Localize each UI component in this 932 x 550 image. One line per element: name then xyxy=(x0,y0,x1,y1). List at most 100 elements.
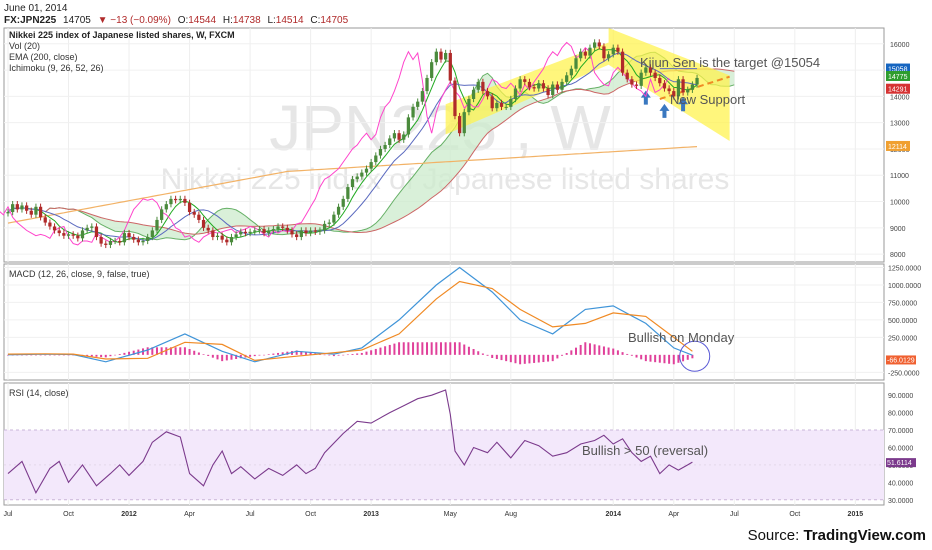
candle-body xyxy=(611,47,615,55)
candle-body xyxy=(201,219,206,228)
source-prefix: Source: xyxy=(748,527,804,544)
macd-histogram-bar xyxy=(598,345,601,355)
candle-body xyxy=(76,235,80,239)
candle-body xyxy=(225,239,229,243)
candle-body xyxy=(369,162,373,169)
support-arrow-icon xyxy=(659,103,670,118)
macd-histogram-bar xyxy=(421,342,424,355)
rsi-value-badge xyxy=(886,458,916,468)
macd-histogram-bar xyxy=(202,354,205,355)
macd-histogram-bar xyxy=(593,344,596,355)
candle-body xyxy=(257,229,262,231)
macd-histogram-bar xyxy=(491,354,494,358)
macd-histogram-bar xyxy=(207,354,210,356)
candle-body xyxy=(211,230,215,238)
macd-value-badge xyxy=(886,355,916,365)
macd-histogram-bar xyxy=(444,342,447,355)
macd-histogram-bar xyxy=(528,354,531,364)
candle-body xyxy=(630,79,634,85)
candle-body xyxy=(676,79,681,97)
macd-histogram-bar xyxy=(514,354,517,364)
macd-histogram-bar xyxy=(565,353,568,355)
price-value-badge-label: 14291 xyxy=(888,87,908,94)
candle-body xyxy=(378,148,383,156)
candle-body xyxy=(43,217,47,223)
macd-histogram-bar xyxy=(467,346,470,355)
candle-body xyxy=(80,230,85,239)
macd-histogram-bar xyxy=(58,354,61,356)
price-value-badge xyxy=(886,83,910,94)
macd-histogram-bar xyxy=(677,354,680,363)
candle-body xyxy=(383,145,387,149)
macd-histogram-bar xyxy=(644,354,647,362)
macd-histogram-bar xyxy=(25,354,28,356)
macd-histogram-bar xyxy=(449,342,452,355)
macd-tick-label: 1000.0000 xyxy=(888,283,921,290)
candles xyxy=(6,39,699,249)
macd-histogram-bar xyxy=(463,344,466,355)
candle-body xyxy=(206,227,210,231)
macd-histogram-bar xyxy=(151,347,154,355)
macd-histogram-bar xyxy=(39,354,42,356)
rsi-tick-label: 90.0000 xyxy=(888,393,913,400)
candle-body xyxy=(695,77,699,85)
candle-body xyxy=(295,234,299,238)
header-symbol: FX:JPN225 xyxy=(4,15,57,26)
macd-histogram-bar xyxy=(304,351,307,355)
source-credit: Source: TradingView.com xyxy=(748,527,926,544)
macd-histogram-bar xyxy=(30,354,33,356)
candle-body xyxy=(66,234,71,236)
macd-histogram-bar xyxy=(439,342,442,355)
candle-body xyxy=(541,83,546,89)
candle-body xyxy=(662,83,667,89)
macd-histogram-bar xyxy=(67,354,70,356)
price-legend-title: Nikkei 225 index of Japanese listed shar… xyxy=(9,30,235,40)
candle-body xyxy=(690,84,695,90)
macd-annotation: Bullish on Monday xyxy=(628,330,735,345)
candle-body xyxy=(108,240,113,245)
macd-histogram-bar xyxy=(658,354,661,363)
candle-body xyxy=(504,106,508,108)
candle-body xyxy=(132,237,136,240)
macd-histogram-bar xyxy=(575,347,577,355)
macd-histogram-bar xyxy=(53,354,56,356)
candle-body xyxy=(485,91,490,97)
macd-histogram-bar xyxy=(44,354,47,356)
macd-histogram-bar xyxy=(630,354,633,356)
candle-body xyxy=(15,204,19,210)
macd-tick-label: 750.0000 xyxy=(888,300,917,307)
macd-histogram-bar xyxy=(360,352,363,355)
macd-histogram-bar xyxy=(123,352,126,355)
candle-body xyxy=(118,240,122,243)
x-tick-label: 2013 xyxy=(363,511,379,518)
macd-histogram-bar xyxy=(118,354,121,355)
candle-body xyxy=(588,47,592,56)
macd-histogram-bar xyxy=(686,354,689,360)
macd-histogram-bar xyxy=(258,354,261,356)
candle-body xyxy=(155,219,159,231)
macd-histogram-bar xyxy=(453,342,456,355)
candle-body xyxy=(364,168,369,173)
candle-body xyxy=(388,138,392,145)
candle-body xyxy=(416,101,420,107)
candle-body xyxy=(99,237,103,244)
macd-histogram-bar xyxy=(505,354,508,362)
candle-body xyxy=(229,237,234,243)
macd-histogram-bar xyxy=(239,354,242,359)
macd-histogram-bar xyxy=(342,354,345,356)
macd-histogram-bar xyxy=(602,346,605,355)
macd-histogram-bar xyxy=(561,354,564,356)
macd-histogram-bar xyxy=(235,354,238,359)
candle-body xyxy=(350,179,355,188)
macd-histogram-bar xyxy=(267,354,270,355)
candle-body xyxy=(406,117,411,135)
macd-histogram-bar xyxy=(272,353,275,355)
macd-histogram-bar xyxy=(486,354,489,356)
macd-histogram-bar xyxy=(426,342,429,355)
candle-body xyxy=(481,81,485,92)
macd-histogram-bar xyxy=(146,347,149,355)
price-tick-label: 9000 xyxy=(890,226,906,233)
x-tick-label: 2015 xyxy=(848,511,864,518)
header-open-label: O: xyxy=(178,15,189,26)
candle-body xyxy=(490,96,494,109)
